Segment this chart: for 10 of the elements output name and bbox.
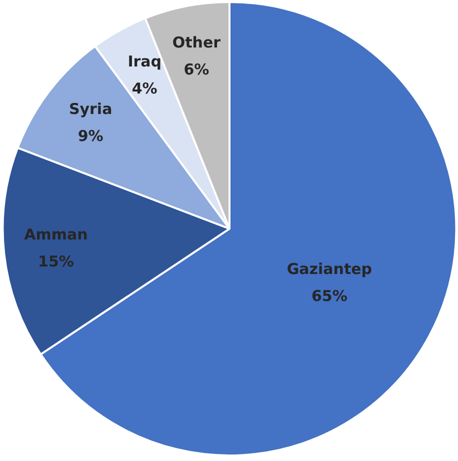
data-label: 65% xyxy=(311,287,348,306)
slice-label: Syria xyxy=(68,100,112,118)
data-label: 6% xyxy=(184,60,210,79)
slice-label: Iraq xyxy=(128,52,162,71)
data-label: 4% xyxy=(132,80,158,98)
slice-label: Amman xyxy=(24,226,88,244)
slice-label: Gaziantep xyxy=(286,260,372,278)
slice-label: Other xyxy=(172,34,222,52)
data-label: 15% xyxy=(38,252,74,271)
data-label: 9% xyxy=(78,126,104,145)
